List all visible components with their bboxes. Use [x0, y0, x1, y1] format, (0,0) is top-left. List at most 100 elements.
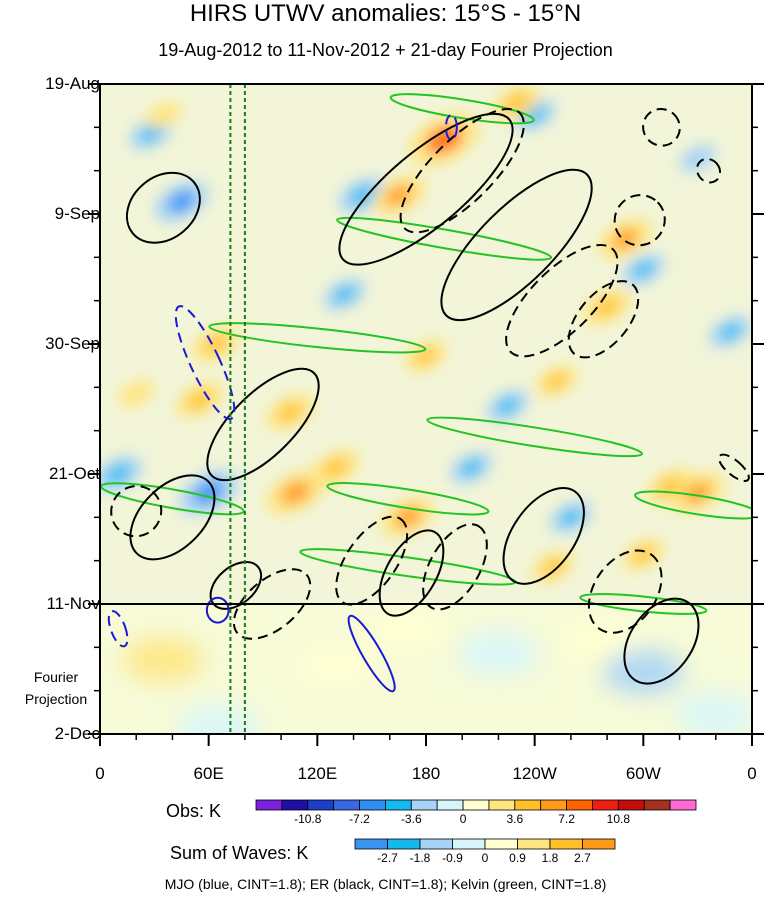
waves-colorbar-tick-label: -0.9: [442, 851, 463, 865]
plot-area: [100, 84, 752, 734]
y-tick-label: 11-Nov: [46, 594, 100, 613]
er-contour: [717, 453, 750, 482]
waves-colorbar-swatch: [419, 838, 453, 850]
obs-colorbar-swatch: [514, 799, 542, 811]
obs-anomaly-core: [278, 402, 303, 422]
x-tick-label: 60E: [193, 764, 224, 783]
projection-fill-blob: [458, 631, 539, 676]
waves-colorbar-tick-label: -2.7: [377, 851, 398, 865]
waves-colorbar-swatch: [549, 838, 583, 850]
er-contour: [378, 529, 445, 617]
obs-anomaly-core: [504, 93, 529, 112]
obs-anomaly-core: [140, 125, 162, 142]
obs-anomaly-core: [688, 151, 707, 166]
obs-colorbar-swatch: [333, 799, 360, 811]
er-contour: [587, 549, 663, 634]
projection-fill-blob: [367, 606, 448, 651]
chart-subtitle: 19-Aug-2012 to 11-Nov-2012 + 21-day Four…: [158, 40, 613, 60]
kelvin-contour: [326, 482, 490, 516]
obs-colorbar-tick-label: 7.2: [558, 812, 575, 826]
er-contour: [125, 171, 201, 244]
x-tick-label: 180: [411, 764, 441, 783]
waves-colorbar-swatch: [517, 838, 551, 850]
obs-colorbar-swatch: [669, 799, 697, 811]
obs-anomaly-core: [542, 558, 564, 576]
obs-anomaly-core: [350, 186, 375, 205]
obs-colorbar-swatch: [643, 799, 671, 811]
kelvin-contour: [426, 416, 644, 458]
waves-colorbar-swatch: [452, 838, 486, 850]
obs-colorbar-swatch: [540, 799, 567, 811]
er-contour: [338, 112, 514, 266]
obs-colorbar-swatch: [592, 799, 619, 811]
obs-colorbar-tick-label: 3.6: [506, 812, 524, 826]
projection-fill-blob: [177, 705, 258, 734]
obs-colorbar-tick-label: 10.8: [606, 812, 631, 826]
kelvin-contour: [579, 593, 708, 615]
x-tick-label: 0: [95, 764, 105, 783]
mjo-contour: [107, 610, 129, 648]
obs-anomaly-core: [167, 191, 196, 213]
er-contour: [623, 597, 700, 685]
obs-anomaly-core: [460, 459, 482, 476]
mjo-contour: [205, 596, 230, 624]
er-contour: [502, 486, 585, 585]
chart-title: HIRS UTWV anomalies: 15°S - 15°N: [189, 0, 582, 27]
obs-anomaly-core: [684, 482, 712, 504]
obs-anomaly-core: [394, 506, 422, 528]
waves-colorbar-swatch: [582, 838, 616, 850]
x-tick-label: 60W: [625, 764, 661, 783]
waves-colorbar-title: Sum of Waves: K: [170, 843, 309, 863]
obs-anomaly-core: [385, 184, 413, 206]
obs-anomaly-core: [632, 261, 654, 278]
y-tick-label: 21-Oct: [48, 464, 100, 483]
projection-fill-blob: [675, 693, 752, 734]
obs-colorbar-swatch: [488, 799, 516, 811]
obs-anomaly-core: [280, 480, 311, 505]
obs-colorbar-tick-label: 0: [459, 812, 467, 826]
obs-colorbar-tick-label: -7.2: [349, 812, 370, 826]
obs-colorbar-swatch: [410, 799, 438, 811]
obs-colorbar-swatch: [359, 799, 386, 811]
er-contour: [232, 568, 312, 640]
kelvin-contour: [208, 322, 427, 354]
waves-colorbar-tick-label: 0.9: [509, 851, 526, 865]
projection-label-line1: Fourier: [33, 669, 79, 685]
kelvin-contour: [336, 216, 553, 261]
x-tick-label: 0: [747, 764, 757, 783]
waves-colorbar-swatch: [387, 838, 421, 850]
er-contour: [335, 515, 409, 606]
kelvin-contour: [634, 490, 752, 520]
obs-anomaly-core: [496, 397, 519, 415]
kelvin-contour: [389, 93, 535, 125]
y-tick-label: 19-Aug: [45, 74, 100, 93]
obs-anomaly-core: [719, 323, 741, 340]
x-tick-label: 120W: [512, 764, 557, 783]
obs-colorbar-tick-label: -3.6: [400, 812, 422, 826]
obs-colorbar-swatch: [436, 799, 464, 811]
obs-colorbar-swatch: [566, 799, 593, 811]
projection-label: Fourier Projection: [14, 666, 98, 710]
er-contour: [567, 280, 640, 359]
er-contour: [505, 243, 619, 358]
obs-colorbar-swatch: [617, 799, 645, 811]
obs-anomaly-core: [426, 125, 463, 154]
projection-label-line2: Projection: [24, 691, 88, 707]
obs-colorbar-title: Obs: K: [166, 801, 222, 821]
er-contour: [642, 107, 681, 147]
waves-colorbar-swatch: [484, 838, 518, 850]
er-contour: [399, 108, 525, 234]
obs-colorbar-swatch: [307, 799, 335, 811]
obs-anomaly-core: [106, 464, 131, 484]
x-tick-label: 120E: [297, 764, 338, 783]
er-contour: [422, 523, 488, 611]
obs-colorbar-swatch: [255, 799, 283, 811]
obs-colorbar-swatch: [385, 799, 412, 811]
projection-fill-blob: [295, 643, 376, 688]
obs-colorbar-swatch: [462, 799, 490, 811]
waves-colorbar-swatch: [354, 838, 388, 850]
obs-anomaly-core: [323, 458, 348, 478]
obs-anomaly-core: [545, 372, 567, 390]
waves-colorbar-tick-label: 0: [481, 851, 489, 865]
